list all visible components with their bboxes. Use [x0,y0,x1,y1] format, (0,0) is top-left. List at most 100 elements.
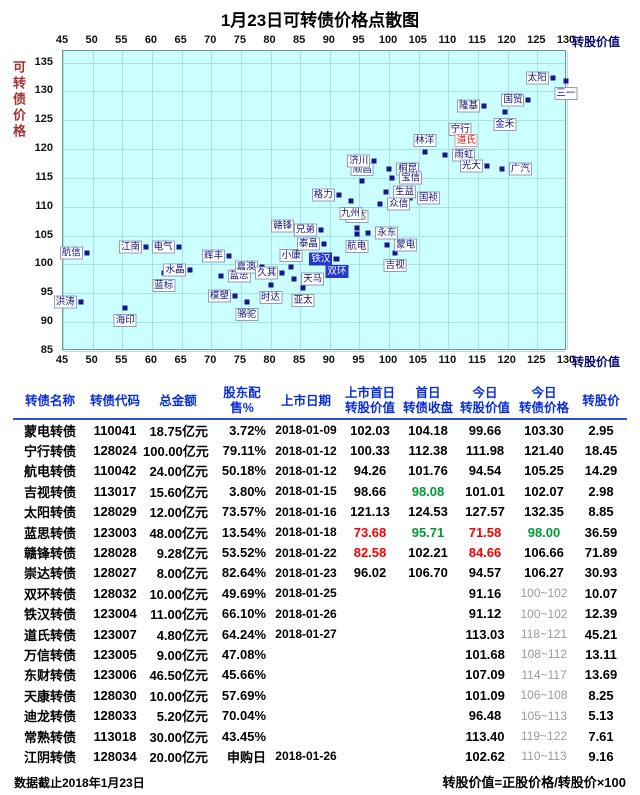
table-row: 道氏转债 123007 4.80亿元 64.24% 2018-01-27 113.03 11… [13,624,627,644]
table-cell: 申购日 [226,749,266,765]
table-cell: 2018-01-16 [275,504,337,519]
x-tick: 75 [233,354,246,366]
point-label: 国祯 [416,191,440,205]
table-cell: 119~122 [520,729,568,744]
data-point [550,75,556,81]
plot-area: 航信 洪涛 海印 江南 蓝标 电气 水晶 蓝思 辉丰 模塑 骆驼 嘉澳 时达 久其 小康 天马 亚太 泰晶 兄弟 双环… [53,50,578,352]
point-label: 三一 [554,87,578,100]
table-row: 常熟转债 113018 30.00亿元 43.45% 113.40 119~122 7.61 [13,726,627,746]
table-cell: 128029 [93,504,137,520]
data-point [300,285,306,291]
x-axis-top: 45 50 55 60 65 70 75 80 85 90 95 100 105 110 115 120 125… [56,34,575,48]
x-tick: 55 [115,354,128,366]
table-cell: 45.21 [584,626,618,642]
point-label: 广汽 [508,162,532,176]
point-label: 骆驼 [235,307,259,321]
data-cutoff-note: 数据截止2018年1月23日 [14,776,145,790]
point-label: 航信 [59,246,83,260]
table-cell: 宁行转债 [23,444,76,460]
x-tick: 90 [322,354,335,366]
x-tick: 130 [556,34,576,46]
table-cell: 11.00亿元 [150,607,208,623]
header-line: 上市日期 [280,393,331,408]
point-label: 兄弟 [293,223,317,237]
table-cell: 128027 [93,565,137,581]
table-cell: 121.13 [350,504,390,520]
table-cell: 30.00亿元 [149,729,208,745]
table-row: 江阴转债 128034 20.00亿元 申购日 2018-01-26 102.62 110~… [13,746,627,766]
header-cell: 总金额 [143,386,213,416]
point-label: 宝信 [399,171,423,185]
table-cell: 100.33 [350,443,390,459]
grid-line-vertical [240,51,242,349]
table-cell: 2018-01-09 [275,423,337,438]
header-line: 转股价 [582,393,620,408]
table-cell: 101.09 [465,687,505,703]
x-tick: 95 [352,354,365,366]
x-tick: 55 [115,34,128,46]
table-row: 天康转债 128030 10.00亿元 57.69% 101.09 106~108 8.25 [13,685,627,705]
table-cell: 128034 [93,748,137,764]
y-tick: 105 [34,228,53,241]
table-cell: 123007 [93,626,137,642]
data-point [354,231,360,237]
table-cell: 103.30 [524,422,564,438]
table-header: 转债名称 转债代码 总金额 股东配售% 上市日期 上市首日 转股价值 首日 转债收盘 今日 转股价值… [13,386,627,420]
table-cell: 110041 [93,422,137,438]
point-label: 海印 [113,313,137,327]
table-cell: 128033 [93,708,137,724]
data-point [291,276,297,282]
table-row: 迪龙转债 128033 5.20亿元 70.04% 96.48 105~113 5.13 [13,705,627,725]
table-cell: 113018 [93,728,137,744]
table-row: 吉视转债 113017 15.60亿元 3.80% 2018-01-15 98.66 98.… [13,481,627,501]
y-tick: 115 [35,170,53,183]
table-cell: 45.66% [221,667,266,683]
header-cell: 股东配售% [213,386,271,416]
table-cell: 112.38 [408,443,448,459]
table-cell: 5.20亿元 [156,709,208,725]
x-tick: 85 [293,34,306,46]
table-cell: 102.03 [350,422,390,438]
table-cell: 2018-01-26 [275,606,337,621]
table-cell: 128030 [93,687,137,703]
table-cell: 太阳转债 [23,505,76,521]
table-cell: 128024 [93,443,137,459]
point-label: 蓝标 [152,279,176,293]
data-point [318,227,324,233]
table-cell: 赣锋转债 [23,546,76,562]
x-tick: 125 [527,34,546,46]
data-point [383,189,389,195]
data-point [348,198,354,204]
point-label: 隆基 [456,99,480,113]
table-cell: 106~108 [520,688,568,703]
table-row: 双环转债 128032 10.00亿元 49.69% 2018-01-25 91.16 10… [13,583,627,603]
y-axis-title: 可转债价格 [11,60,26,140]
x-tick: 105 [408,354,427,366]
table-cell: 98.08 [411,483,445,499]
table-cell: 57.69% [221,687,266,703]
grid-line-horizontal [63,351,565,352]
header-cell: 转债名称 [13,386,87,416]
table-cell: 110042 [93,463,137,479]
y-tick: 135 [34,55,53,68]
table-cell: 71.89 [584,545,618,561]
table-cell: 108~112 [520,647,568,662]
y-tick: 125 [34,113,53,126]
data-point [268,282,274,288]
header-line: 转股价值 [459,401,510,415]
header-cell: 转债代码 [87,386,143,416]
table-cell: 12.39 [584,606,618,622]
data-point [442,152,448,158]
table-cell: 双环转债 [23,586,76,602]
table-cell: 113017 [93,483,137,499]
table-cell: 8.25 [588,687,614,703]
point-label: 九州 [339,207,363,220]
x-tick: 80 [263,34,276,46]
table-cell: 2018-01-15 [275,484,337,499]
x-tick: 70 [204,354,217,366]
table-cell: 18.75亿元 [149,423,208,439]
data-point [288,264,294,270]
bond-table: 转债名称 转债代码 总金额 股东配售% 上市日期 上市首日 转股价值 首日 转债收盘 今日 转股价值… [13,386,627,767]
table-cell: 航电转债 [23,464,76,480]
header-line: 转债收盘 [402,401,453,415]
